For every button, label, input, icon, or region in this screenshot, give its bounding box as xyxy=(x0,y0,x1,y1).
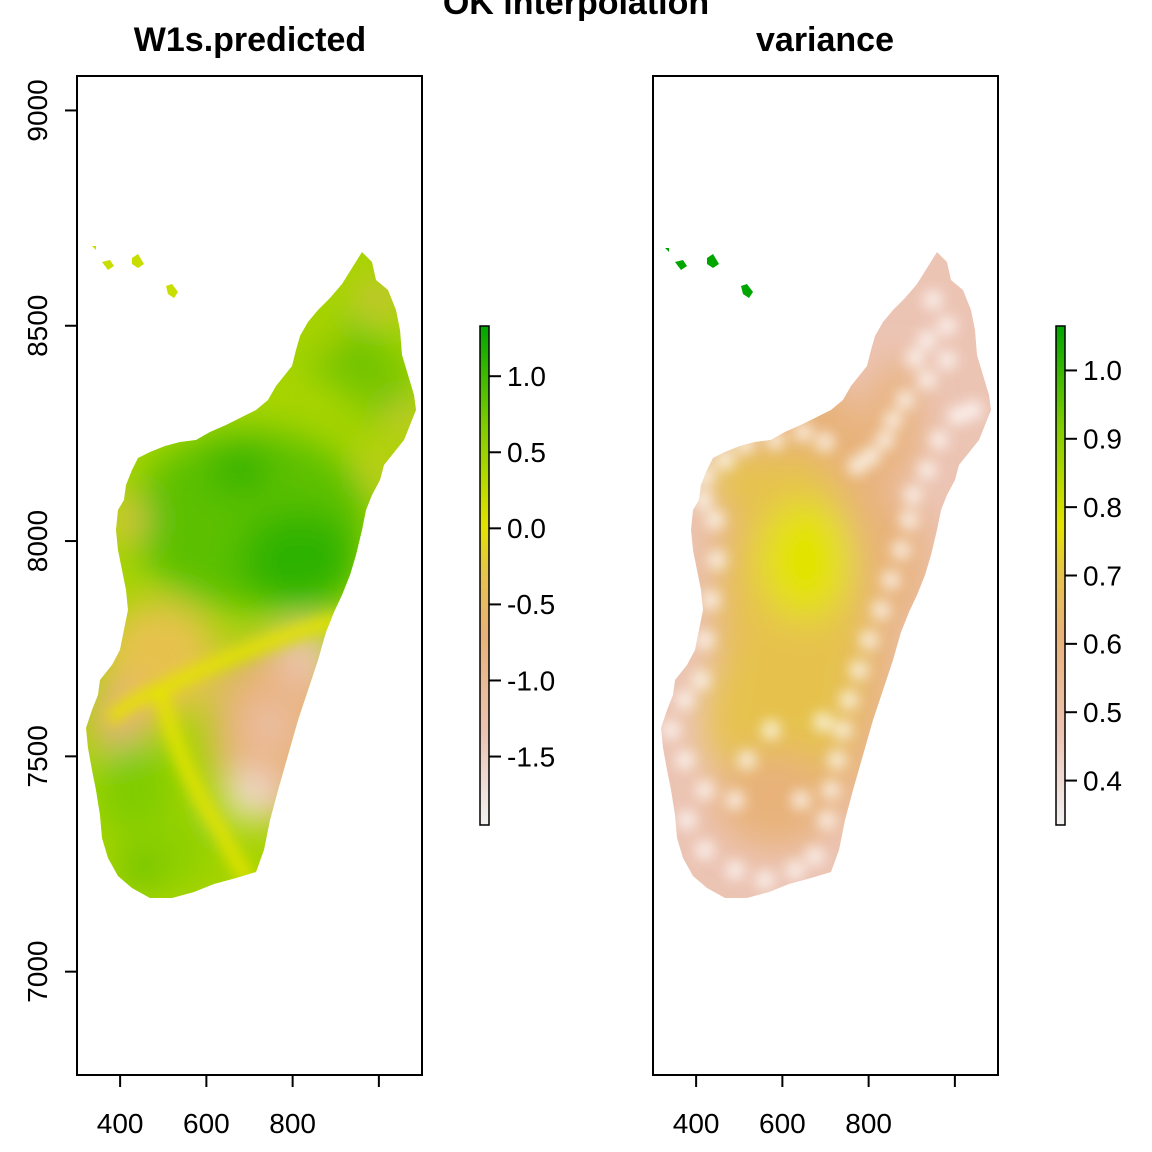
variance-low-spot xyxy=(678,811,696,829)
legend-tick-label: 0.0 xyxy=(507,513,546,544)
panel-title-predicted: W1s.predicted xyxy=(134,21,366,59)
x-tick-label: 400 xyxy=(97,1108,144,1139)
variance-low-spot xyxy=(706,511,724,529)
variance-low-spot xyxy=(918,371,936,389)
variance-low-spot xyxy=(794,423,812,441)
legend-tick-label: 0.4 xyxy=(1083,765,1122,796)
panel-title-variance: variance xyxy=(756,21,894,59)
variance-low-spot xyxy=(906,349,924,367)
variance-low-spot xyxy=(766,431,784,449)
plot-frame-variance xyxy=(652,75,999,1076)
x-tick-label: 600 xyxy=(183,1108,230,1139)
variance-map xyxy=(661,248,991,898)
axes-predicted: 400 600 800 7000 7500 8000 8500 9000 xyxy=(22,79,380,1139)
variance-low-spot xyxy=(816,433,834,451)
panel-variance: variance xyxy=(652,21,1122,1139)
variance-low-spot xyxy=(892,541,910,559)
variance-low-spot xyxy=(676,691,694,709)
legend-tick-label: 0.6 xyxy=(1083,629,1122,660)
x-tick-label: 800 xyxy=(845,1108,892,1139)
variance-low-spot xyxy=(860,631,878,649)
x-tick-label: 800 xyxy=(269,1108,316,1139)
variance-low-spot xyxy=(938,317,956,335)
variance-low-spot xyxy=(756,871,774,889)
legend-tick-label: -0.5 xyxy=(507,589,555,620)
legend-variance: 1.0 0.9 0.8 0.7 0.6 0.5 0.4 xyxy=(1055,325,1122,826)
variance-low-spot xyxy=(702,591,720,609)
variance-low-spot xyxy=(896,391,914,409)
variance-low-spot xyxy=(786,861,804,879)
variance-low-spot xyxy=(848,457,866,475)
y-tick-label: 7000 xyxy=(22,941,53,1003)
variance-low-spot xyxy=(918,461,936,479)
variance-low-spot xyxy=(840,691,858,709)
predicted-map xyxy=(86,246,416,898)
variance-low-spot xyxy=(822,781,840,799)
x-tick-label: 600 xyxy=(759,1108,806,1139)
legend-tick-label: 1.0 xyxy=(1083,355,1122,386)
legend-predicted: 1.0 0.5 0.0 -0.5 -1.0 -1.5 xyxy=(479,325,555,826)
legend-tick-label: 0.5 xyxy=(507,437,546,468)
figure-title: OK interpolation xyxy=(443,0,709,22)
variance-low-spot xyxy=(736,435,754,453)
panel-predicted: W1s.predicted xyxy=(22,21,555,1139)
variance-low-spot xyxy=(738,751,756,769)
variance-low-spot xyxy=(762,721,780,739)
legend-tick-label: 1.0 xyxy=(507,361,546,392)
variance-low-spot xyxy=(882,571,900,589)
legend-tick-label: 0.9 xyxy=(1083,424,1122,455)
variance-low-spot xyxy=(696,467,714,485)
variance-low-spot xyxy=(862,447,880,465)
variance-low-spot xyxy=(884,411,902,429)
variance-low-spot xyxy=(938,351,956,369)
axes-variance: 400 600 800 xyxy=(673,1075,956,1139)
variance-low-spot xyxy=(930,431,948,449)
variance-low-spot xyxy=(696,631,714,649)
legend-tick-label: -1.0 xyxy=(507,665,555,696)
variance-low-spot xyxy=(904,486,922,504)
y-tick-label: 8000 xyxy=(22,510,53,572)
variance-low-spot xyxy=(818,811,836,829)
variance-low-spot xyxy=(918,331,936,349)
variance-low-spot xyxy=(792,791,810,809)
plot-frame-predicted xyxy=(76,75,423,1076)
variance-low-spot xyxy=(872,601,890,619)
variance-low-spot xyxy=(692,671,710,689)
variance-low-spot xyxy=(726,861,744,879)
variance-low-spot xyxy=(876,431,894,449)
legend-tick-label: 0.5 xyxy=(1083,697,1122,728)
y-tick-label: 8500 xyxy=(22,295,53,357)
x-tick-label: 400 xyxy=(673,1108,720,1139)
y-tick-label: 9000 xyxy=(22,79,53,141)
variance-low-spot xyxy=(964,401,982,419)
legend-color-bar xyxy=(479,325,490,826)
variance-low-spot xyxy=(696,841,714,859)
variance-low-spot xyxy=(662,721,680,739)
legend-color-bar xyxy=(1055,325,1066,826)
legend-tick-label: 0.8 xyxy=(1083,492,1122,523)
variance-low-spot xyxy=(676,751,694,769)
variance-low-spot xyxy=(834,721,852,739)
variance-low-spot xyxy=(806,847,824,865)
variance-low-spot xyxy=(850,661,868,679)
variance-low-spot xyxy=(948,407,966,425)
variance-low-spot xyxy=(814,713,832,731)
variance-low-spot xyxy=(708,551,726,569)
variance-low-spot xyxy=(696,781,714,799)
y-tick-label: 7500 xyxy=(22,725,53,787)
legend-tick-label: -1.5 xyxy=(507,741,555,772)
variance-low-spot xyxy=(694,491,712,509)
variance-low-spot xyxy=(924,291,942,309)
variance-low-spot xyxy=(726,791,744,809)
variance-low-spot xyxy=(828,751,846,769)
variance-low-spot xyxy=(716,451,734,469)
variance-low-spot xyxy=(900,511,918,529)
legend-tick-label: 0.7 xyxy=(1083,560,1122,591)
